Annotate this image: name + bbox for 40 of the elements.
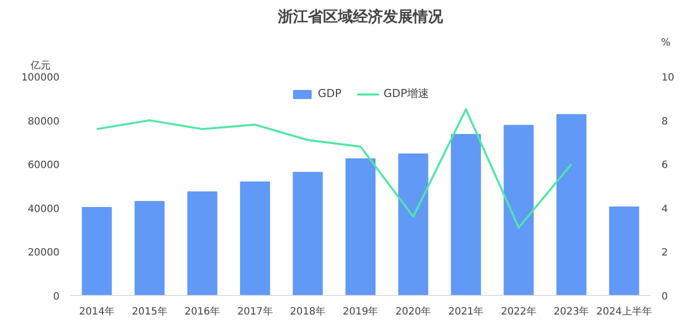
x-tick-label: 2021年 bbox=[448, 306, 484, 318]
legend-label: GDP增速 bbox=[384, 86, 430, 101]
y-tick-label: 80000 bbox=[28, 116, 60, 128]
bar bbox=[292, 172, 323, 296]
y2-tick-label: 10 bbox=[662, 72, 674, 84]
y-tick-label: 60000 bbox=[28, 160, 60, 172]
bar bbox=[346, 158, 376, 296]
x-tick-label: 2022年 bbox=[500, 306, 536, 318]
y2-tick-label: 6 bbox=[662, 160, 668, 172]
x-tick-label: 2020年 bbox=[396, 306, 431, 318]
x-tick-label: 2017年 bbox=[237, 306, 273, 318]
bar bbox=[82, 206, 112, 296]
bar bbox=[609, 206, 640, 296]
y2-tick-label: 2 bbox=[662, 248, 668, 259]
line-series bbox=[96, 108, 572, 229]
y-tick-label: 40000 bbox=[28, 204, 60, 215]
x-tick-label: 2016年 bbox=[184, 306, 220, 318]
y-tick-label: 100000 bbox=[21, 72, 60, 84]
y-axis-title: 亿元 bbox=[30, 60, 50, 72]
bar bbox=[556, 114, 586, 296]
bar bbox=[240, 182, 270, 296]
x-tick-label: 2024上半年 bbox=[596, 306, 652, 318]
y-tick-label: 0 bbox=[53, 292, 60, 302]
x-tick-label: 2014年 bbox=[79, 306, 115, 318]
y2-tick-label: 8 bbox=[662, 116, 668, 128]
bar bbox=[398, 154, 428, 296]
bar bbox=[504, 124, 534, 296]
bar bbox=[134, 201, 165, 296]
y2-tick-label: 4 bbox=[662, 204, 668, 215]
x-tick-label: 2019年 bbox=[342, 306, 378, 318]
bar bbox=[187, 191, 218, 296]
legend-label: GDP bbox=[318, 87, 342, 100]
x-tick-label: 2018年 bbox=[290, 306, 326, 318]
y-tick-label: 20000 bbox=[28, 248, 60, 259]
y2-axis-title: % bbox=[661, 38, 671, 48]
bar bbox=[450, 134, 481, 296]
chart-title: 浙江省区域经济发展情况 bbox=[277, 8, 444, 26]
y2-tick-label: 0 bbox=[662, 292, 668, 302]
x-tick-label: 2023年 bbox=[554, 306, 590, 318]
x-tick-label: 2015年 bbox=[132, 306, 168, 318]
